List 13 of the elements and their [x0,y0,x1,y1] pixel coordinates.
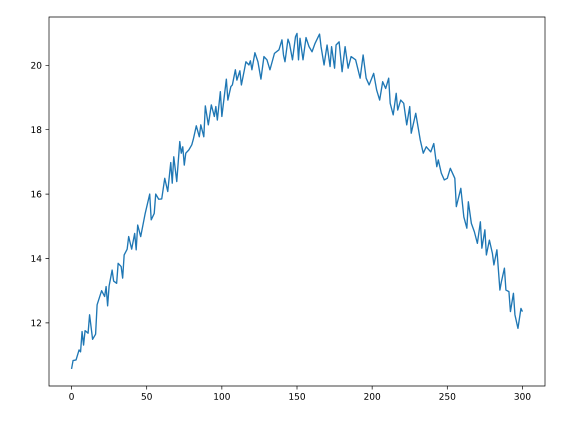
y-tick-label: 16 [32,190,42,198]
y-tick-label: 20 [31,62,42,69]
y-tick-label: 12 [32,320,42,326]
x-tick-label: 300 [514,393,530,400]
x-tick-label: 150 [289,393,305,400]
x-tick-label: 250 [439,393,456,400]
y-tick-label: 14 [32,255,42,262]
x-tick-label: 0 [69,393,74,400]
y-tick-label: 18 [32,126,42,134]
line-series [70,32,524,370]
x-tick-label: 50 [142,393,152,400]
x-tick-label: 100 [214,393,230,400]
x-tick-label: 200 [364,393,380,400]
